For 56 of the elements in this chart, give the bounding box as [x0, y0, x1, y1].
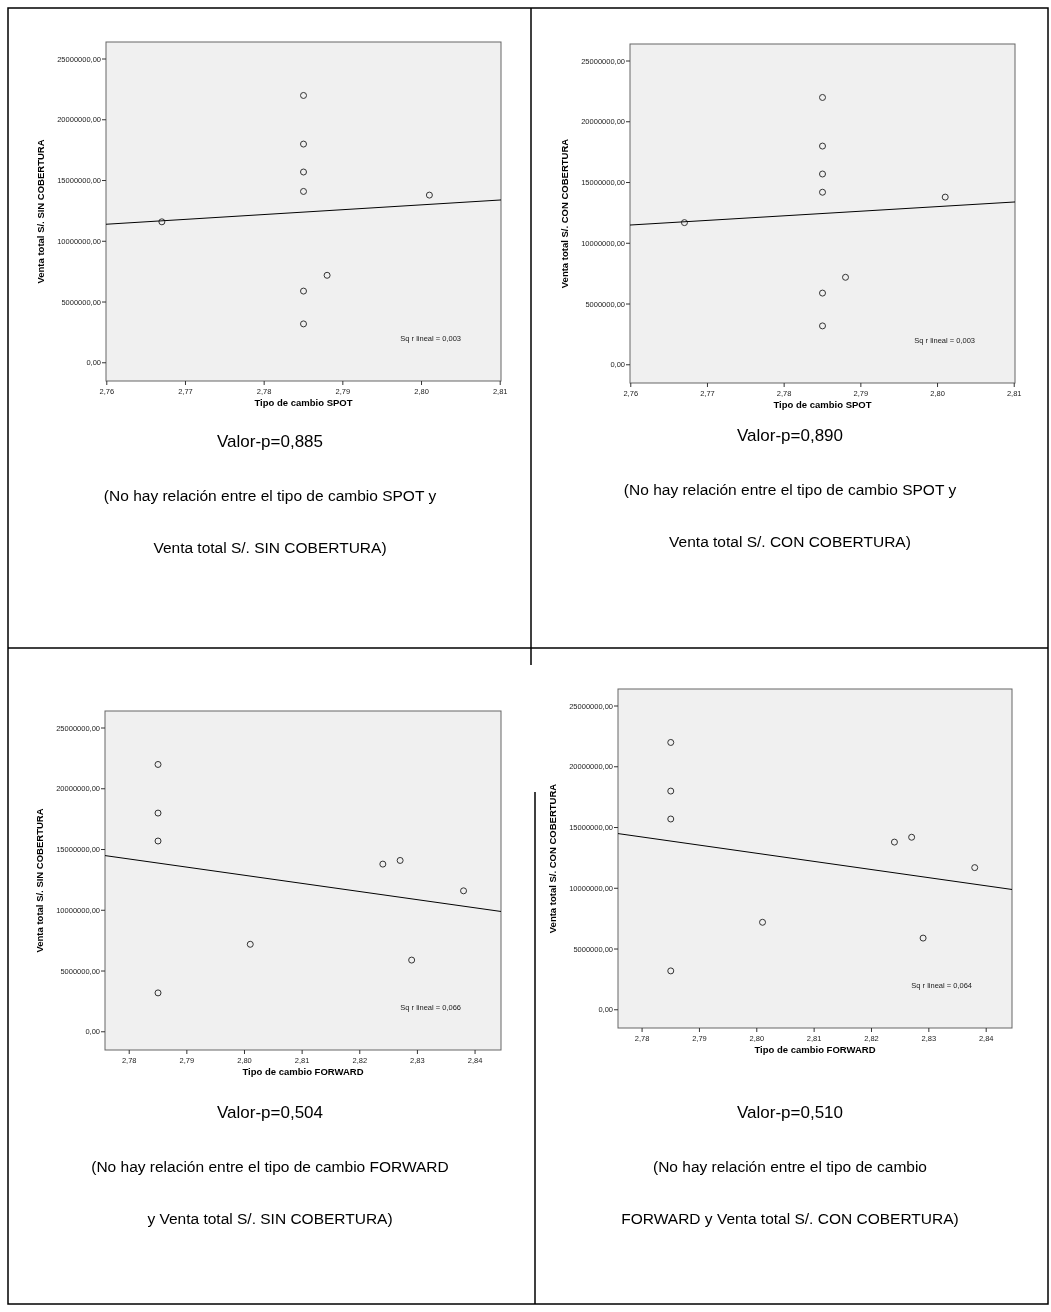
point: [680, 219, 688, 227]
point: [300, 187, 307, 195]
y-axis-title: Venta total S/. SIN COBERTURA: [35, 139, 46, 284]
text: (No hay relación entre el tipo de cambio SPOT y: [623, 481, 957, 498]
point: [246, 940, 254, 948]
text: Venta total S/. SIN COBERTURA): [153, 539, 387, 556]
point: [300, 320, 307, 328]
point: [154, 837, 162, 845]
point: [890, 838, 898, 846]
point: [667, 738, 675, 746]
point: [941, 193, 949, 201]
point: [154, 760, 162, 768]
point: [300, 91, 307, 99]
point: [842, 273, 850, 281]
point: [919, 934, 927, 942]
text: Valor-p=0,504: [216, 1103, 324, 1122]
text: FORWARD y Venta total S/. CON COBERTURA): [621, 1210, 959, 1227]
point: [819, 142, 826, 150]
point: [667, 787, 675, 795]
point: [819, 322, 826, 330]
point: [379, 860, 387, 868]
point: [300, 168, 307, 176]
point: [396, 856, 404, 864]
text: (No hay relación entre el tipo de cambio: [653, 1158, 927, 1175]
point: [158, 218, 166, 226]
point: [154, 809, 162, 817]
point: [819, 188, 826, 196]
point: [819, 170, 826, 178]
text: (No hay relación entre el tipo de cambio FORWARD: [91, 1158, 449, 1175]
point: [819, 289, 826, 297]
point: [300, 140, 307, 148]
point: [425, 191, 433, 199]
x-axis-title: Tipo de cambio FORWARD: [242, 1066, 364, 1077]
text: Valor-p=0,890: [736, 426, 844, 445]
text: y Venta total S/. SIN COBERTURA): [147, 1210, 393, 1227]
text: Venta total S/. CON COBERTURA): [669, 533, 911, 550]
point: [300, 287, 307, 295]
text: (No hay relación entre el tipo de cambio SPOT y: [103, 487, 437, 504]
y-axis-title: Venta total S/. CON COBERTURA: [559, 138, 570, 289]
point: [759, 918, 767, 926]
point: [667, 967, 675, 975]
text: Valor-p=0,885: [216, 432, 324, 451]
point: [154, 989, 162, 997]
point: [460, 887, 468, 895]
point: [323, 271, 331, 279]
point: [408, 956, 416, 964]
x-axis-title: Tipo de cambio SPOT: [773, 399, 872, 410]
point: [667, 815, 675, 823]
y-axis-title: Venta total S/. CON COBERTURA: [547, 783, 558, 934]
x-axis-title: Tipo de cambio SPOT: [254, 397, 353, 408]
point: [971, 864, 979, 872]
x-axis-title: Tipo de cambio FORWARD: [754, 1044, 876, 1055]
point: [819, 93, 826, 101]
y-axis-title: Venta total S/. SIN COBERTURA: [34, 808, 45, 953]
text: Valor-p=0,510: [736, 1103, 844, 1122]
point: [908, 833, 916, 841]
